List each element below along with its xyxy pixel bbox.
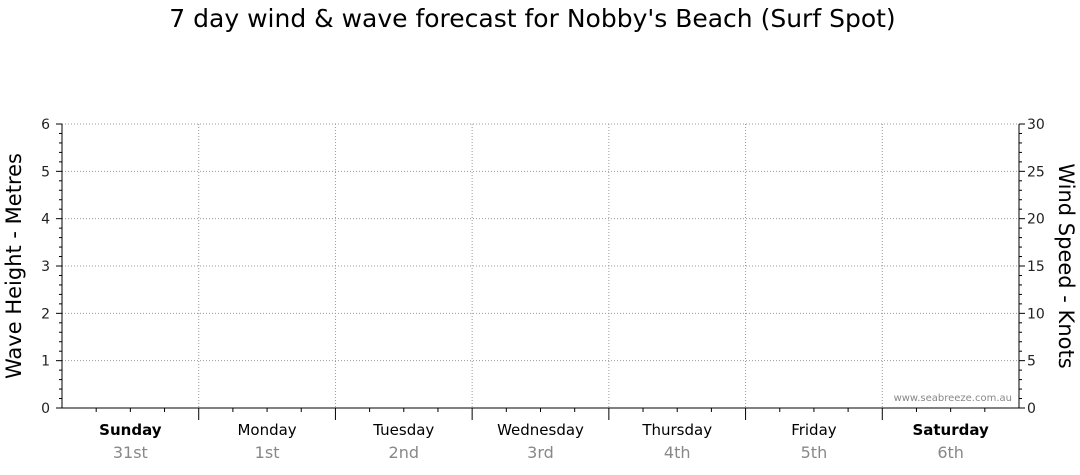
left-axis-title: Wave Height - Metres (2, 153, 26, 379)
right-tick-label: 20 (1027, 212, 1045, 228)
day-name-label: Saturday (912, 421, 989, 439)
day-name-label: Tuesday (372, 421, 434, 439)
right-tick-label: 30 (1027, 117, 1045, 133)
watermark: www.seabreeze.com.au (894, 393, 1012, 404)
left-tick-label: 2 (41, 306, 50, 322)
left-tick-label: 3 (41, 259, 50, 275)
right-tick-label: 25 (1027, 164, 1045, 180)
left-tick-label: 1 (41, 354, 50, 370)
day-date-label: 31st (113, 443, 148, 462)
right-axis-title: Wind Speed - Knots (1054, 163, 1078, 368)
day-name-label: Wednesday (497, 421, 584, 439)
day-date-label: 3rd (527, 443, 554, 462)
left-tick-label: 5 (41, 164, 50, 180)
day-date-label: 5th (801, 443, 828, 462)
day-date-label: 1st (255, 443, 280, 462)
right-tick-label: 5 (1027, 354, 1036, 370)
grid-layer (62, 123, 1019, 408)
left-tick-label: 4 (41, 212, 50, 228)
day-name-label: Thursday (641, 421, 712, 439)
day-date-label: 6th (937, 443, 964, 462)
left-tick-label: 0 (41, 401, 50, 417)
day-name-label: Friday (791, 421, 837, 439)
axis-layer (56, 123, 1025, 420)
right-tick-label: 10 (1027, 306, 1045, 322)
right-tick-label: 0 (1027, 401, 1036, 417)
left-tick-label: 6 (41, 117, 50, 133)
day-name-label: Monday (237, 421, 296, 439)
right-tick-label: 15 (1027, 259, 1045, 275)
label-layer: 0 1 2 3 4 5 6 0 5 10 15 20 25 30 Sunday 31st Monday 1st Tu… (41, 117, 1045, 462)
day-name-label: Sunday (99, 421, 162, 439)
chart-title: 7 day wind & wave forecast for Nobby's B… (169, 4, 896, 33)
day-date-label: 4th (664, 443, 691, 462)
day-date-label: 2nd (389, 443, 419, 462)
